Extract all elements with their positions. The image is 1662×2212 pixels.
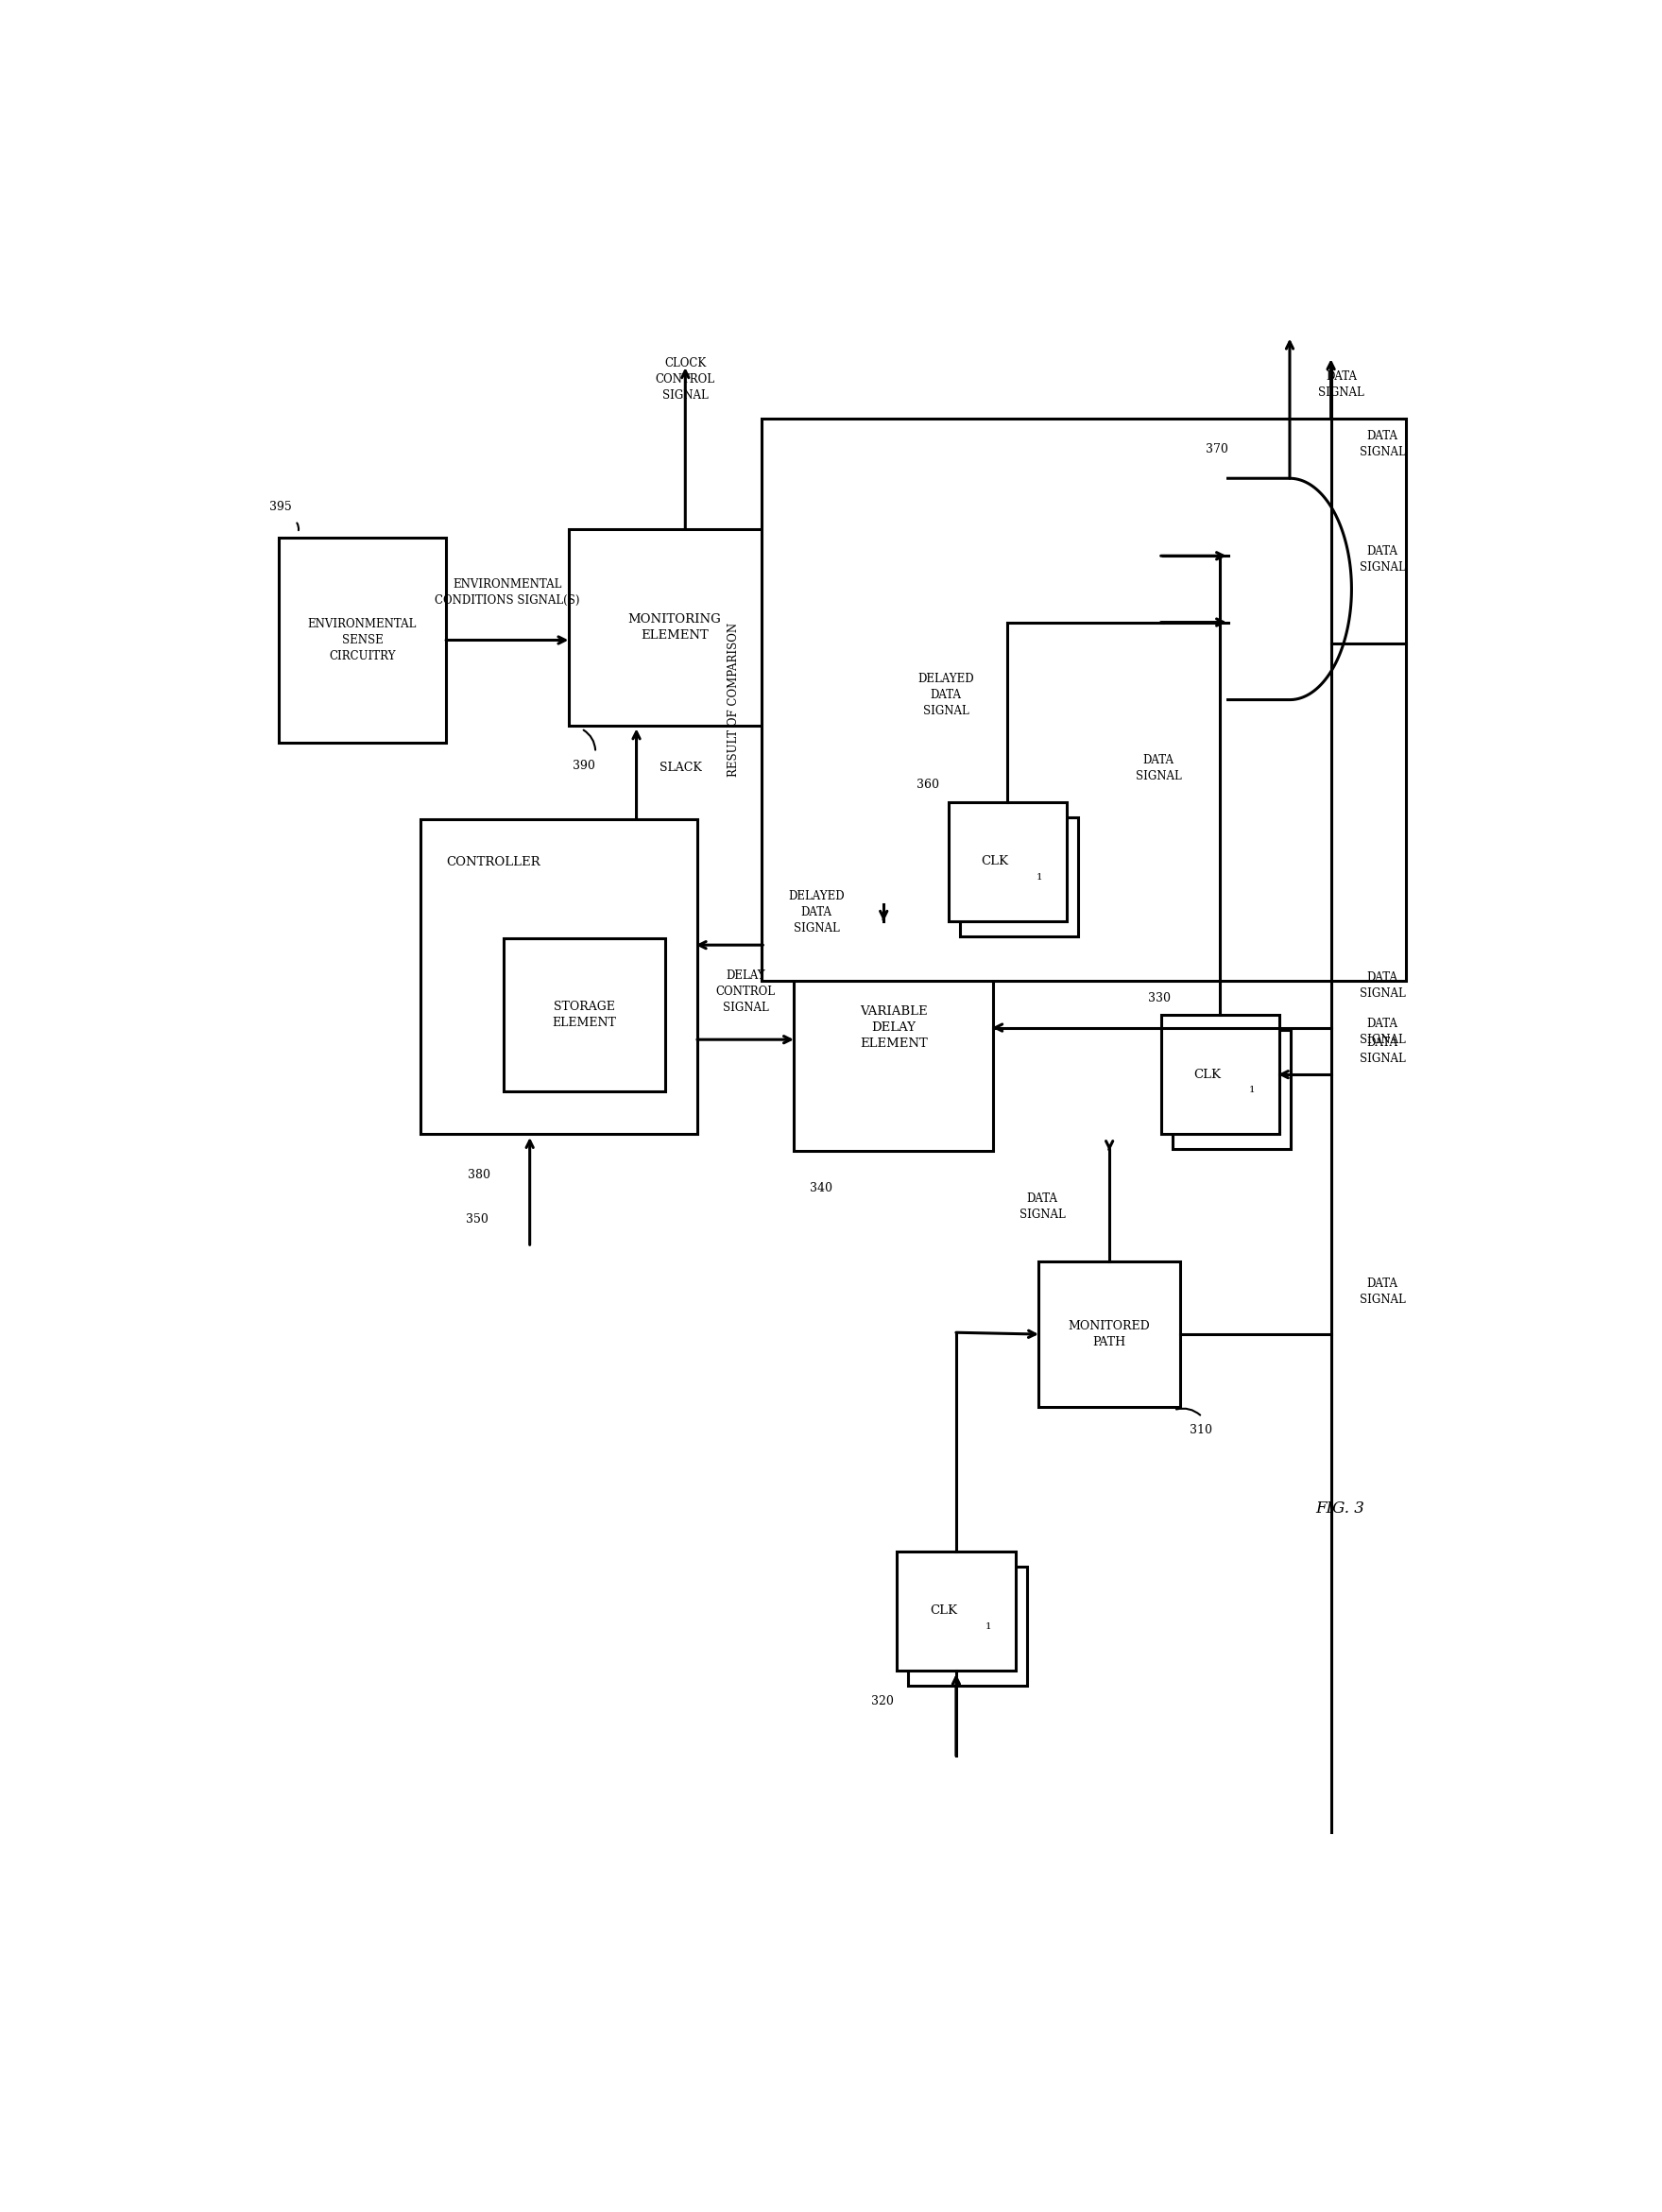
Text: ENVIRONMENTAL
CONDITIONS SIGNAL(S): ENVIRONMENTAL CONDITIONS SIGNAL(S): [435, 577, 580, 606]
Text: 350: 350: [465, 1212, 489, 1225]
Text: CLK: CLK: [929, 1606, 957, 1617]
Bar: [420, 818, 698, 1135]
Text: CLK: CLK: [1193, 1068, 1222, 1082]
Text: 360: 360: [916, 779, 939, 792]
Text: 390: 390: [572, 761, 595, 772]
Text: RESULT OF COMPARISON: RESULT OF COMPARISON: [728, 624, 740, 776]
Text: DELAY
CONTROL
SIGNAL: DELAY CONTROL SIGNAL: [716, 969, 774, 1013]
Text: DATA
SIGNAL: DATA SIGNAL: [1318, 369, 1365, 398]
Text: 1: 1: [986, 1621, 992, 1630]
Text: 330: 330: [1148, 991, 1170, 1004]
Text: DATA
SIGNAL: DATA SIGNAL: [1360, 1279, 1406, 1305]
Text: MONITORING
ELEMENT: MONITORING ELEMENT: [628, 613, 721, 641]
Bar: [1172, 1031, 1291, 1150]
Text: 1: 1: [1250, 1086, 1255, 1095]
Text: 370: 370: [1207, 442, 1228, 456]
Text: FIG. 3: FIG. 3: [1316, 1500, 1365, 1517]
Bar: [504, 938, 665, 1091]
Bar: [761, 418, 1406, 980]
Text: 340: 340: [809, 1183, 833, 1194]
Bar: [949, 803, 1067, 920]
Text: CLK: CLK: [981, 856, 1009, 867]
Text: DELAYED
DATA
SIGNAL: DELAYED DATA SIGNAL: [917, 672, 974, 717]
Text: DATA
SIGNAL: DATA SIGNAL: [1360, 971, 1406, 1000]
Text: DATA
SIGNAL: DATA SIGNAL: [1019, 1192, 1065, 1221]
Bar: [909, 1566, 1027, 1686]
Text: VARIABLE
DELAY
ELEMENT: VARIABLE DELAY ELEMENT: [859, 1006, 927, 1051]
Text: 395: 395: [269, 502, 293, 513]
Text: SLACK: SLACK: [660, 761, 701, 774]
Text: DELAYED
DATA
SIGNAL: DELAYED DATA SIGNAL: [788, 891, 844, 936]
Bar: [1160, 1015, 1280, 1135]
Text: MONITORED
PATH: MONITORED PATH: [1069, 1321, 1150, 1349]
Bar: [961, 816, 1079, 936]
Bar: [568, 529, 781, 726]
Text: 1: 1: [1037, 874, 1044, 880]
Text: DATA
SIGNAL: DATA SIGNAL: [1135, 754, 1182, 783]
Text: DATA
SIGNAL: DATA SIGNAL: [1360, 429, 1406, 458]
Text: 320: 320: [871, 1694, 894, 1708]
Text: STORAGE
ELEMENT: STORAGE ELEMENT: [552, 1000, 617, 1029]
Text: ENVIRONMENTAL
SENSE
CIRCUITRY: ENVIRONMENTAL SENSE CIRCUITRY: [307, 617, 417, 661]
Bar: [897, 1551, 1015, 1670]
Text: CLOCK
CONTROL
SIGNAL: CLOCK CONTROL SIGNAL: [655, 358, 715, 403]
Text: CONTROLLER: CONTROLLER: [445, 856, 540, 869]
Text: 310: 310: [1190, 1425, 1212, 1436]
Bar: [1039, 1261, 1180, 1407]
Text: DATA
SIGNAL: DATA SIGNAL: [1360, 1018, 1406, 1046]
Bar: [279, 538, 445, 743]
Text: 380: 380: [469, 1168, 490, 1181]
Text: DATA
SIGNAL: DATA SIGNAL: [1360, 544, 1406, 573]
Text: DATA
SIGNAL: DATA SIGNAL: [1360, 1037, 1406, 1066]
Bar: [794, 905, 994, 1150]
